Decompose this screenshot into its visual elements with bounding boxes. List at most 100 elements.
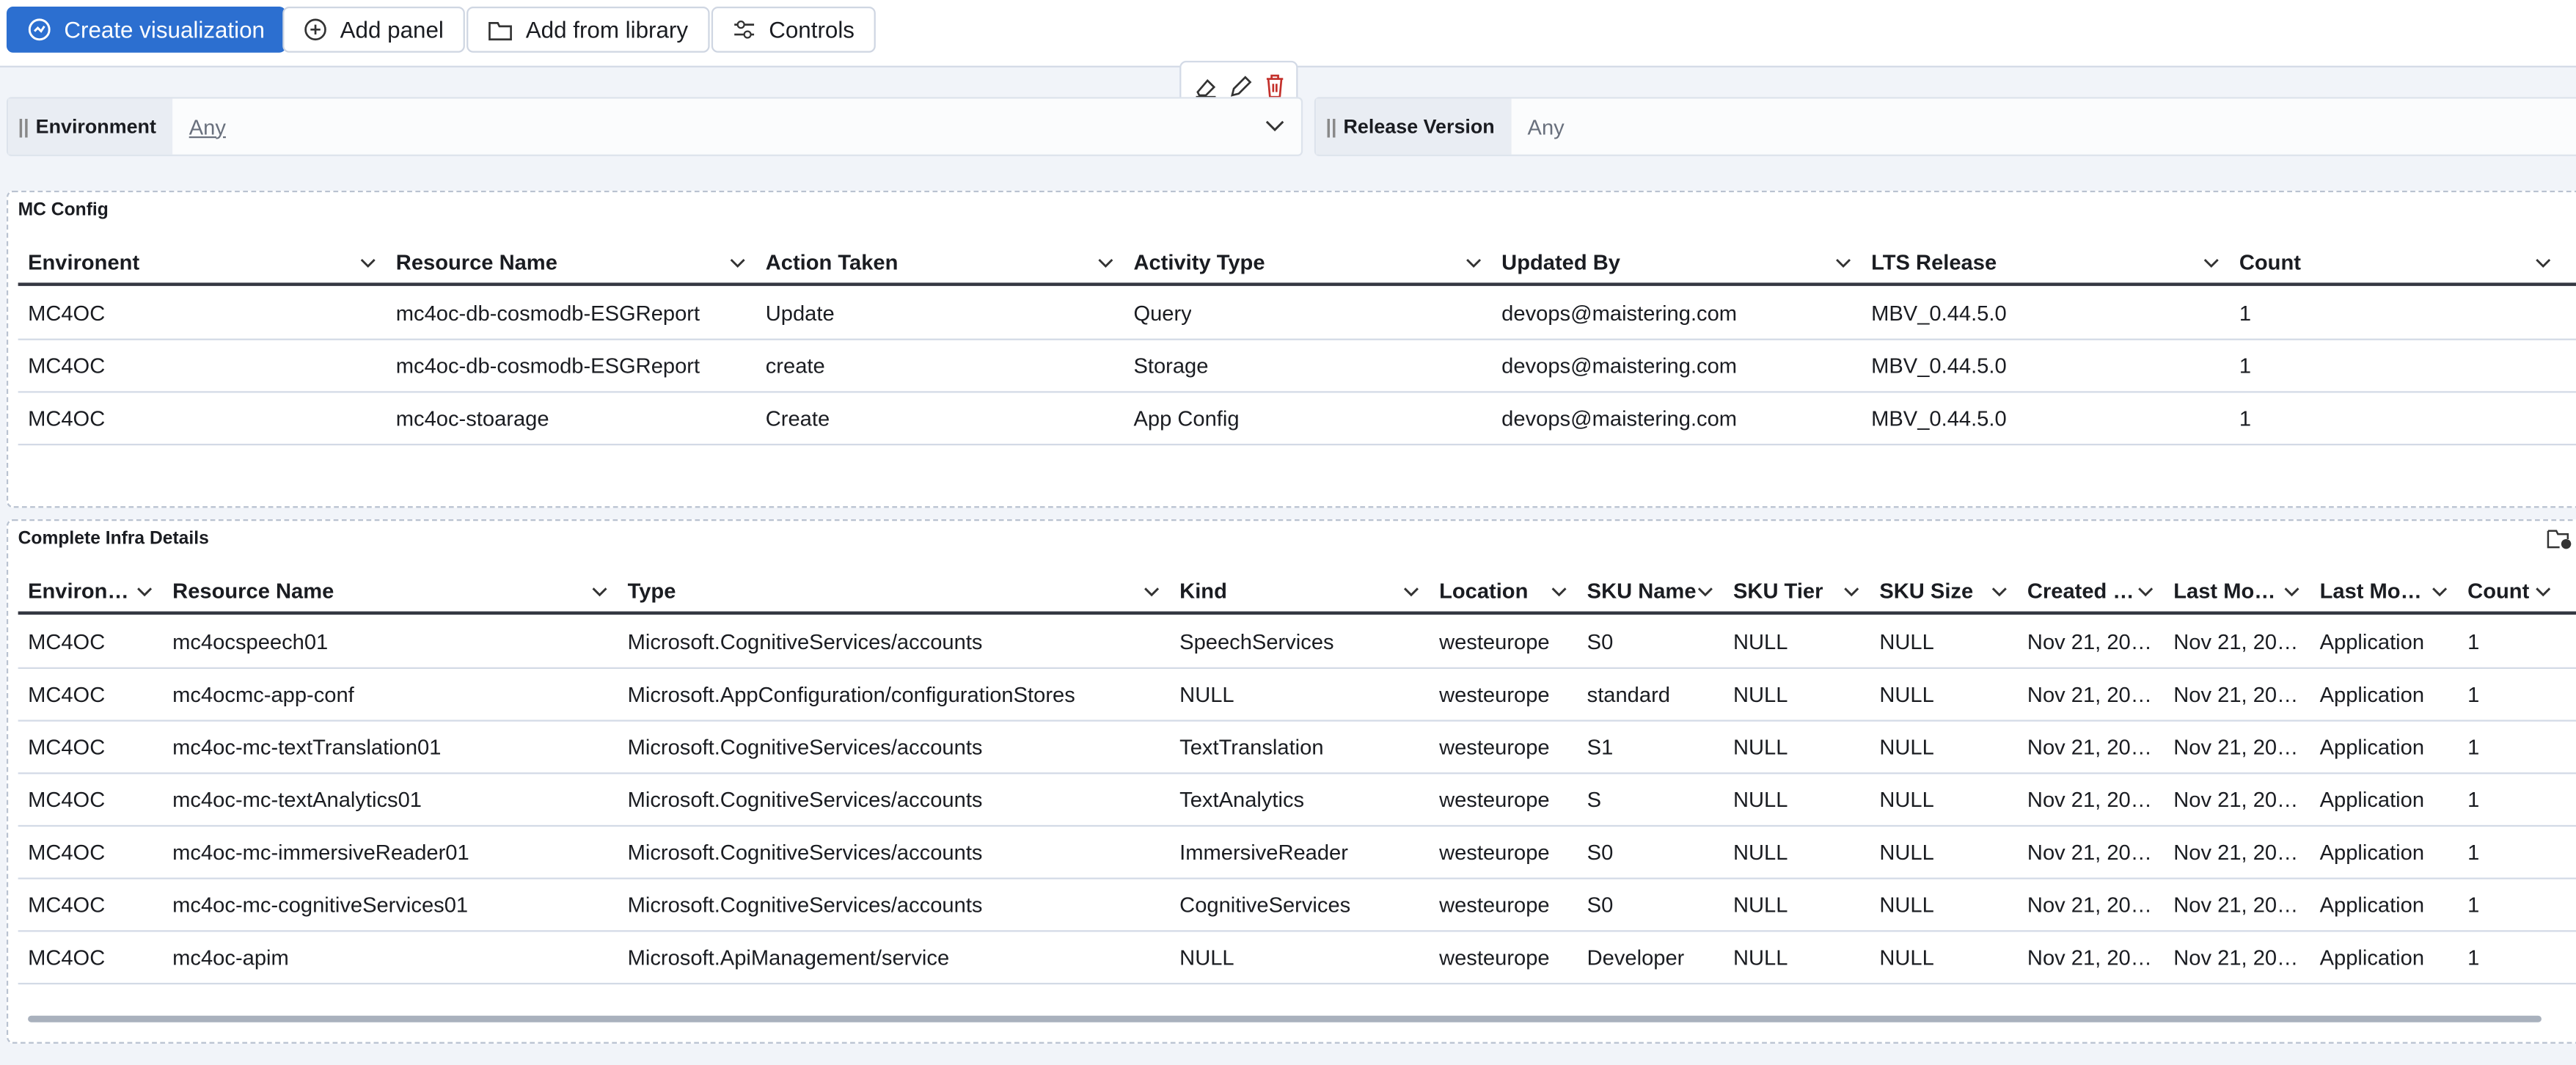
table-cell: NULL (1732, 629, 1788, 654)
table-cell: MC4OC (28, 787, 106, 812)
release-version-control[interactable]: || Release Version Any (1314, 97, 2576, 156)
table-cell: Application (2319, 787, 2425, 812)
table-cell: MC4OC (28, 406, 106, 431)
sort-chevron[interactable] (1466, 255, 1482, 271)
column-header[interactable]: Environ… (28, 578, 129, 604)
add-from-library-button[interactable]: Add from library (466, 6, 710, 53)
create-visualization-button[interactable]: Create visualization (6, 6, 287, 53)
sort-chevron[interactable] (729, 255, 745, 271)
table-cell: westeurope (1439, 892, 1550, 918)
control-value: Any (1527, 114, 1565, 139)
header-border (18, 282, 2576, 286)
panel-icon[interactable] (2547, 527, 2573, 550)
sort-chevron[interactable] (1551, 583, 1567, 599)
column-header[interactable]: LTS Release (1871, 249, 1997, 275)
controls-button[interactable]: Controls (711, 6, 877, 53)
column-header[interactable]: Last Mo… (2173, 578, 2276, 604)
table-cell: Application (2319, 629, 2425, 654)
sort-chevron[interactable] (2137, 583, 2154, 599)
table-cell: Microsoft.CognitiveServices/accounts (627, 629, 983, 654)
sort-chevron[interactable] (136, 583, 153, 599)
sort-chevron[interactable] (1843, 583, 1859, 599)
table-cell: Nov 21, 20… (2027, 629, 2152, 654)
row-border (18, 667, 2576, 669)
table-cell: NULL (1879, 681, 1934, 707)
sort-chevron[interactable] (1097, 255, 1113, 271)
sort-chevron[interactable] (2432, 583, 2448, 599)
table-cell: CognitiveServices (1179, 892, 1351, 918)
sort-chevron[interactable] (591, 583, 607, 599)
column-header[interactable]: SKU Tier (1732, 578, 1823, 604)
table-cell: mc4oc-stoarage (395, 406, 549, 431)
edit-icon[interactable] (1229, 76, 1252, 98)
column-header[interactable]: Kind (1179, 578, 1227, 604)
table-cell: Developer (1587, 945, 1685, 970)
sort-chevron[interactable] (360, 255, 376, 271)
table-cell: Nov 21, 20… (2173, 945, 2299, 970)
column-header[interactable]: Type (627, 578, 676, 604)
environment-control[interactable]: || Environment Any (6, 97, 1303, 156)
column-header[interactable]: Resource Name (172, 578, 334, 604)
table-cell: 1 (2239, 301, 2252, 326)
row-border (18, 772, 2576, 775)
table-cell: Nov 21, 20… (2173, 681, 2299, 707)
row-border (18, 391, 2576, 393)
table-cell: mc4oc-mc-textTranslation01 (172, 734, 442, 760)
sort-chevron[interactable] (1403, 583, 1419, 599)
column-header[interactable]: Created … (2027, 578, 2134, 604)
sort-chevron[interactable] (1835, 255, 1851, 271)
table-cell: Update (765, 301, 835, 326)
sort-chevron[interactable] (2203, 255, 2220, 271)
column-header[interactable]: Last Mo… (2319, 578, 2422, 604)
table-cell: NULL (1732, 681, 1788, 707)
table-cell: Microsoft.CognitiveServices/accounts (627, 892, 983, 918)
sort-chevron[interactable] (2535, 255, 2551, 271)
column-header[interactable]: Activity Type (1133, 249, 1265, 275)
mc-config-panel: MC Config Environent Resource Name Action … (6, 190, 2576, 508)
column-header[interactable]: Resource Name (395, 249, 557, 275)
table-cell: westeurope (1439, 787, 1550, 812)
table-cell: MC4OC (28, 892, 106, 918)
table-cell: Application (2319, 892, 2425, 918)
table-cell: mc4oc-apim (172, 945, 289, 970)
table-cell: MC4OC (28, 301, 106, 326)
sort-chevron[interactable] (2283, 583, 2299, 599)
table-cell: Application (2319, 681, 2425, 707)
table-cell: S0 (1587, 629, 1614, 654)
table-cell: TextTranslation (1179, 734, 1324, 760)
column-header[interactable]: SKU Size (1879, 578, 1974, 604)
table-cell: SpeechServices (1179, 629, 1334, 654)
column-header[interactable]: SKU Name (1587, 578, 1697, 604)
table-cell: Nov 21, 20… (2027, 892, 2152, 918)
add-panel-button[interactable]: Add panel (282, 6, 466, 53)
sort-chevron[interactable] (1697, 583, 1713, 599)
column-header[interactable]: Environent (28, 249, 140, 275)
control-label: Release Version (1343, 114, 1495, 139)
table-cell: 1 (2467, 839, 2480, 865)
table-cell: mc4ocmc-app-conf (172, 681, 354, 707)
table-cell: mc4oc-mc-immersiveReader01 (172, 839, 469, 865)
column-header[interactable]: Action Taken (765, 249, 899, 275)
column-header[interactable]: Count (2239, 249, 2301, 275)
table-cell: Nov 21, 20… (2027, 681, 2152, 707)
sort-chevron[interactable] (1991, 583, 2008, 599)
button-label: Create visualization (64, 16, 265, 43)
scrollbar[interactable] (28, 1015, 2542, 1022)
row-border (18, 930, 2576, 932)
sort-chevron[interactable] (2535, 583, 2551, 599)
clear-icon[interactable] (1194, 76, 1217, 98)
row-border (18, 824, 2576, 827)
column-header[interactable]: Count (2467, 578, 2530, 604)
column-header[interactable]: Updated By (1501, 249, 1620, 275)
table-cell: Nov 21, 20… (2027, 839, 2152, 865)
table-cell: MC4OC (28, 629, 106, 654)
table-cell: Nov 21, 20… (2027, 787, 2152, 812)
column-header[interactable]: Location (1439, 578, 1529, 604)
sort-chevron[interactable] (1144, 583, 1160, 599)
delete-icon[interactable] (1263, 74, 1286, 99)
table-cell: MBV_0.44.5.0 (1871, 406, 2007, 431)
table-cell: Nov 21, 20… (2027, 945, 2152, 970)
toolbar: Create visualization Add panel Add from … (0, 0, 2576, 67)
table-cell: 1 (2467, 787, 2480, 812)
